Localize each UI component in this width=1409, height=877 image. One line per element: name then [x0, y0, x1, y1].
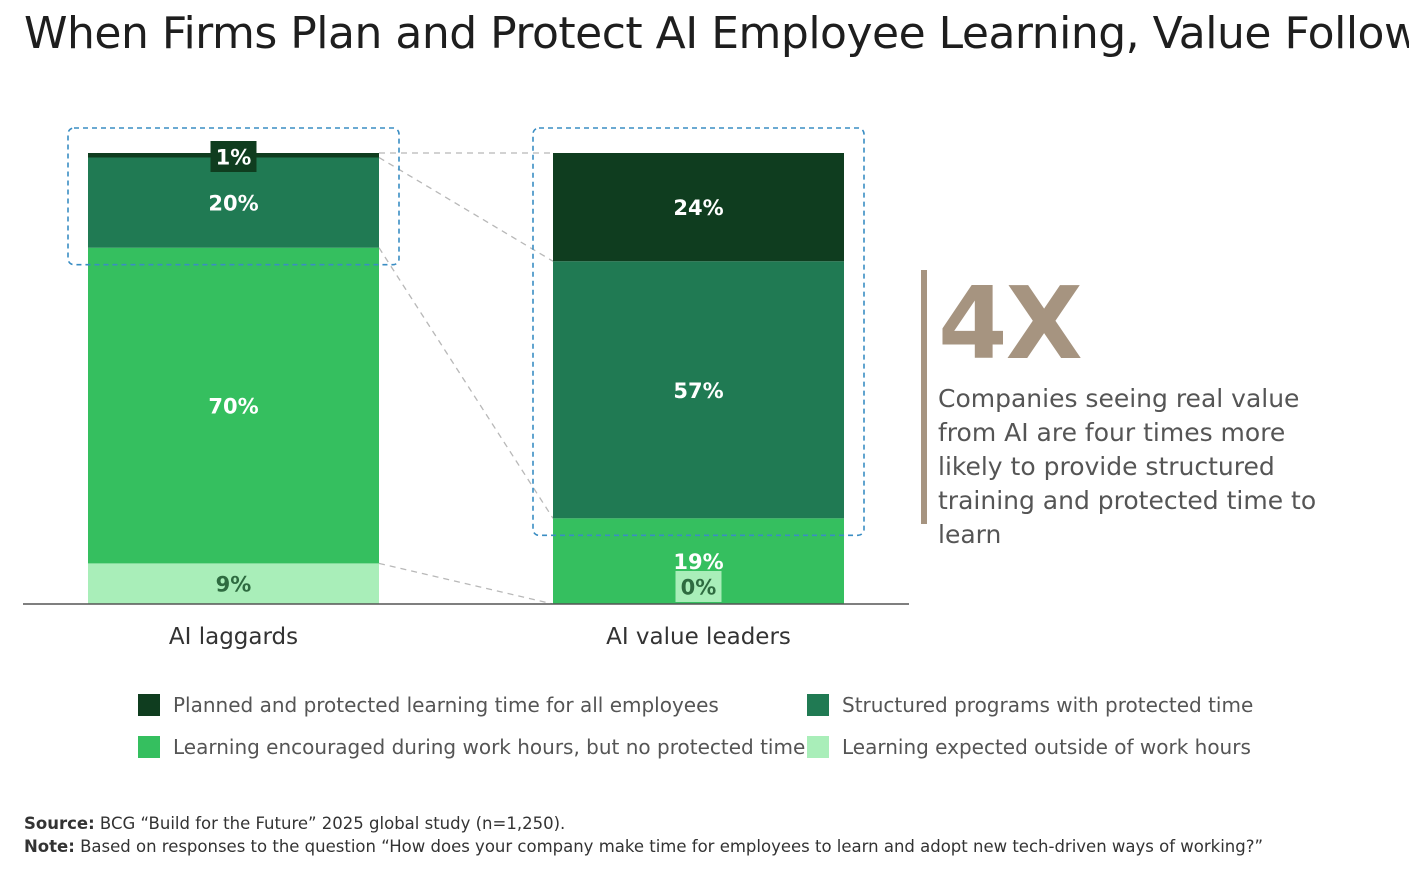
highlight-frames	[67, 127, 865, 537]
category-label-0: AI laggards	[169, 624, 298, 650]
connector-line-1	[378, 156, 554, 262]
note-label: Note:	[24, 837, 75, 856]
data-label-structured-1: 57%	[673, 379, 723, 403]
highlight-frame-1	[532, 127, 865, 537]
legend-item-outside: Learning expected outside of work hours	[807, 734, 1251, 760]
connector-lines	[378, 152, 554, 605]
legend-swatch-structured	[807, 694, 829, 716]
data-label-outside-0: 9%	[216, 573, 252, 597]
callout-text: Companies seeing real value from AI are …	[938, 384, 1317, 549]
source-text: BCG “Build for the Future” 2025 global s…	[94, 814, 566, 833]
footnotes: Source: BCG “Build for the Future” 2025 …	[24, 812, 1263, 858]
data-label-planned-1: 24%	[673, 196, 723, 220]
bar-structured-1	[553, 261, 844, 519]
bar-structured-0	[88, 157, 379, 248]
legend-item-encouraged: Learning encouraged during work hours, b…	[138, 734, 805, 760]
legend-item-planned: Planned and protected learning time for …	[138, 692, 719, 718]
legend-label-structured: Structured programs with protected time	[842, 693, 1254, 717]
legend-swatch-planned	[138, 694, 160, 716]
bar-outside-0	[88, 563, 379, 604]
bar-encouraged-0	[88, 247, 379, 564]
source-label: Source:	[24, 814, 95, 833]
connector-line-2	[378, 247, 554, 519]
legend-label-planned: Planned and protected learning time for …	[173, 693, 719, 717]
data-label-box-outside-1	[675, 571, 722, 602]
note: Note: Based on responses to the question…	[24, 835, 1263, 858]
legend-item-structured: Structured programs with protected time	[807, 692, 1253, 718]
bar-segments	[88, 153, 844, 604]
highlight-frame-0	[67, 127, 400, 266]
page-title: When Firms Plan and Protect AI Employee …	[24, 8, 1409, 59]
legend-label-outside: Learning expected outside of work hours	[842, 735, 1251, 759]
data-label-encouraged-1: 19%	[673, 550, 723, 574]
legend-swatch-outside	[807, 736, 829, 758]
category-labels: AI laggards AI value leaders	[169, 624, 791, 650]
category-label-1: AI value leaders	[606, 624, 791, 650]
callout-multiplier: 4X	[938, 265, 1083, 382]
legend-label-encouraged: Learning encouraged during work hours, b…	[173, 735, 806, 759]
note-text: Based on responses to the question “How …	[74, 837, 1264, 856]
data-label-structured-0: 20%	[208, 192, 258, 216]
legend-swatch-encouraged	[138, 736, 160, 758]
data-label-box-planned-0	[210, 141, 257, 172]
data-labels: 9% 70% 20% 1% 0%19% 57% 24%	[208, 141, 724, 602]
data-label-encouraged-0: 70%	[208, 395, 258, 419]
source-note: Source: BCG “Build for the Future” 2025 …	[24, 812, 1263, 835]
bar-planned-1	[553, 153, 844, 262]
data-label-outside-1: 0%	[681, 576, 717, 600]
callout-panel: 4X Companies seeing real value from AI a…	[921, 265, 1351, 549]
connector-line-3	[378, 562, 554, 605]
data-label-planned-0: 1%	[216, 146, 252, 170]
